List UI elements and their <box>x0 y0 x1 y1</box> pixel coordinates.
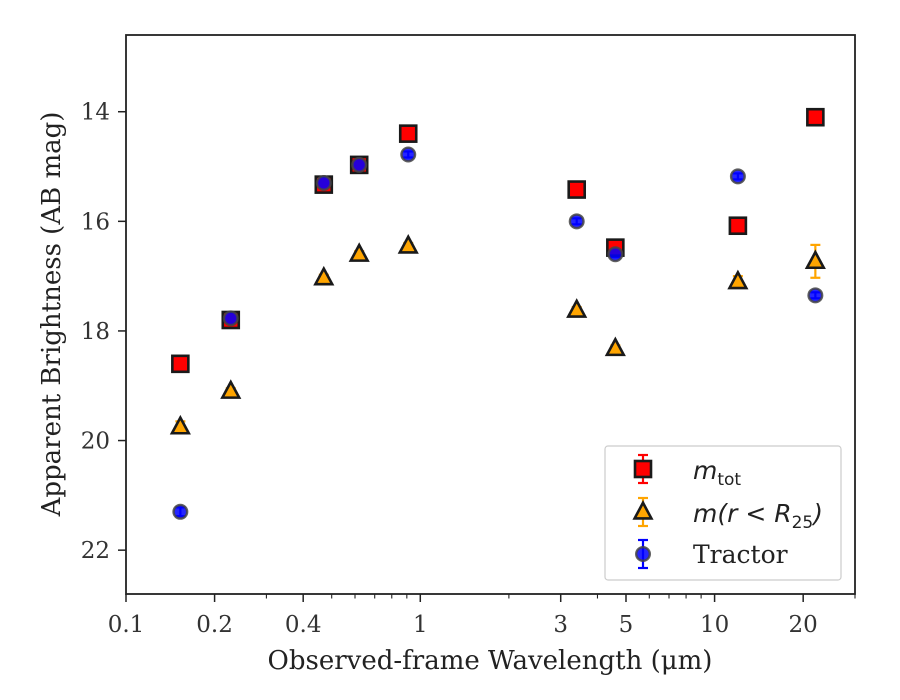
x-tick-label: 0.1 <box>108 612 145 638</box>
data-point-triangle <box>804 249 826 270</box>
y-tick-label: 16 <box>81 209 110 235</box>
data-point-square <box>567 180 587 199</box>
data-point-triangle <box>348 242 370 262</box>
legend-mtot-sub: tot <box>717 470 741 490</box>
legend-label-mtot: mtot <box>693 456 741 490</box>
x-tick-label: 20 <box>789 612 818 638</box>
y-tick-label: 14 <box>81 100 110 126</box>
data-point-circle <box>400 146 417 163</box>
data-point-triangle <box>566 298 588 318</box>
legend-marker-circle <box>635 546 652 563</box>
data-point-square <box>398 124 418 143</box>
data-point-triangle <box>313 265 335 286</box>
legend-mr25-close: ) <box>811 499 823 528</box>
data-point-square <box>806 107 825 127</box>
markers-layer <box>169 107 826 520</box>
x-tick-label: 3 <box>553 612 568 638</box>
data-point-triangle <box>604 336 626 357</box>
x-axis-title: Observed-frame Wavelength (μm) <box>268 646 713 676</box>
data-point-circle <box>351 156 368 173</box>
data-point-circle <box>607 246 624 263</box>
data-point-triangle <box>169 414 191 435</box>
plot-frame <box>125 34 856 595</box>
data-point-circle <box>568 213 585 230</box>
x-tick-label: 0.4 <box>285 612 322 638</box>
y-axis-title: Apparent Brightness (AB mag) <box>37 112 67 518</box>
data-point-circle <box>222 310 239 327</box>
data-point-circle <box>315 174 332 191</box>
legend-marker-triangle <box>632 500 654 520</box>
x-tick-label: 10 <box>700 612 729 638</box>
data-point-circle <box>729 168 746 185</box>
y-tick-label: 20 <box>81 429 110 455</box>
legend-mtot-base: m <box>693 456 717 485</box>
data-point-square <box>171 354 190 374</box>
legend-markers <box>632 453 654 570</box>
legend-label-tractor: Tractor <box>693 540 788 569</box>
legend-mr25-sub: 25 <box>792 513 814 533</box>
y-tick-label: 18 <box>81 319 110 345</box>
data-point-triangle <box>397 234 419 254</box>
legend-mr25-base: m <box>693 499 717 528</box>
legend: mtot m(r < R25) Tractor <box>604 445 842 581</box>
data-point-triangle <box>727 269 749 290</box>
x-tick-label: 0.2 <box>196 612 233 638</box>
legend-label-mr25: m(r < R25) <box>693 499 823 533</box>
tick-labels-layer: 0.1 0.2 0.4 1 3 5 10 20 14 16 18 20 22 <box>81 100 818 638</box>
data-point-triangle <box>220 379 242 399</box>
data-point-square <box>728 216 748 236</box>
legend-marker-square <box>633 459 653 479</box>
data-point-circle <box>807 287 824 304</box>
data-point-circle <box>172 503 189 520</box>
legend-mr25-rest: (r < R <box>717 499 791 528</box>
y-tick-label: 22 <box>81 538 110 564</box>
x-tick-label: 5 <box>619 612 634 638</box>
x-tick-label: 1 <box>413 612 428 638</box>
legend-box <box>604 445 842 581</box>
